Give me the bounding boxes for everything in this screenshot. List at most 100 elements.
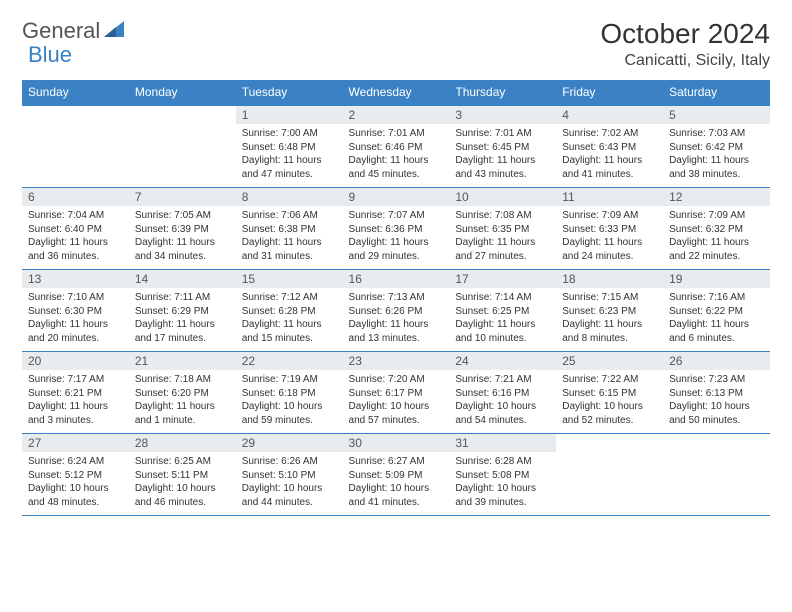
calendar-cell: 1Sunrise: 7:00 AMSunset: 6:48 PMDaylight… (236, 105, 343, 188)
sunset-text: Sunset: 6:20 PM (135, 387, 230, 401)
calendar-cell: 28Sunrise: 6:25 AMSunset: 5:11 PMDayligh… (129, 434, 236, 516)
day-number: 18 (556, 270, 663, 288)
sunset-text: Sunset: 6:13 PM (669, 387, 764, 401)
day-number: 13 (22, 270, 129, 288)
sunset-text: Sunset: 6:15 PM (562, 387, 657, 401)
day-number: 2 (343, 106, 450, 124)
daylight-text: Daylight: 11 hours and 41 minutes. (562, 154, 657, 181)
sunrise-text: Sunrise: 6:25 AM (135, 455, 230, 469)
day-number: 25 (556, 352, 663, 370)
day-number: 30 (343, 434, 450, 452)
sunrise-text: Sunrise: 7:01 AM (455, 127, 550, 141)
daylight-text: Daylight: 10 hours and 57 minutes. (349, 400, 444, 427)
sunset-text: Sunset: 6:40 PM (28, 223, 123, 237)
calendar-cell: 2Sunrise: 7:01 AMSunset: 6:46 PMDaylight… (343, 105, 450, 188)
day-header: Tuesday (236, 80, 343, 105)
calendar-cell: 30Sunrise: 6:27 AMSunset: 5:09 PMDayligh… (343, 434, 450, 516)
daylight-text: Daylight: 11 hours and 34 minutes. (135, 236, 230, 263)
day-number: 12 (663, 188, 770, 206)
sunset-text: Sunset: 6:30 PM (28, 305, 123, 319)
day-content: Sunrise: 6:24 AMSunset: 5:12 PMDaylight:… (22, 452, 129, 515)
month-title: October 2024 (600, 18, 770, 50)
sunset-text: Sunset: 6:36 PM (349, 223, 444, 237)
calendar-cell: 14Sunrise: 7:11 AMSunset: 6:29 PMDayligh… (129, 270, 236, 352)
day-number: 27 (22, 434, 129, 452)
daylight-text: Daylight: 10 hours and 50 minutes. (669, 400, 764, 427)
day-number: 8 (236, 188, 343, 206)
daylight-text: Daylight: 11 hours and 45 minutes. (349, 154, 444, 181)
day-number: 19 (663, 270, 770, 288)
daylight-text: Daylight: 11 hours and 29 minutes. (349, 236, 444, 263)
daylight-text: Daylight: 10 hours and 46 minutes. (135, 482, 230, 509)
calendar-cell: 6Sunrise: 7:04 AMSunset: 6:40 PMDaylight… (22, 188, 129, 270)
sunrise-text: Sunrise: 6:27 AM (349, 455, 444, 469)
daylight-text: Daylight: 11 hours and 36 minutes. (28, 236, 123, 263)
calendar-cell: . (22, 105, 129, 188)
day-number: 1 (236, 106, 343, 124)
day-header: Wednesday (343, 80, 450, 105)
sunrise-text: Sunrise: 6:26 AM (242, 455, 337, 469)
daylight-text: Daylight: 11 hours and 47 minutes. (242, 154, 337, 181)
daylight-text: Daylight: 11 hours and 20 minutes. (28, 318, 123, 345)
sunrise-text: Sunrise: 7:16 AM (669, 291, 764, 305)
calendar-cell: 13Sunrise: 7:10 AMSunset: 6:30 PMDayligh… (22, 270, 129, 352)
logo-triangle-icon (104, 21, 124, 42)
day-number: 15 (236, 270, 343, 288)
calendar-cell: 26Sunrise: 7:23 AMSunset: 6:13 PMDayligh… (663, 352, 770, 434)
day-number: 3 (449, 106, 556, 124)
day-content: Sunrise: 7:14 AMSunset: 6:25 PMDaylight:… (449, 288, 556, 351)
daylight-text: Daylight: 10 hours and 48 minutes. (28, 482, 123, 509)
sunset-text: Sunset: 5:10 PM (242, 469, 337, 483)
calendar-cell: 10Sunrise: 7:08 AMSunset: 6:35 PMDayligh… (449, 188, 556, 270)
calendar-cell: 8Sunrise: 7:06 AMSunset: 6:38 PMDaylight… (236, 188, 343, 270)
sunrise-text: Sunrise: 7:07 AM (349, 209, 444, 223)
sunset-text: Sunset: 6:28 PM (242, 305, 337, 319)
sunrise-text: Sunrise: 7:19 AM (242, 373, 337, 387)
day-number: 10 (449, 188, 556, 206)
sunset-text: Sunset: 6:45 PM (455, 141, 550, 155)
sunrise-text: Sunrise: 7:09 AM (669, 209, 764, 223)
calendar-cell: 3Sunrise: 7:01 AMSunset: 6:45 PMDaylight… (449, 105, 556, 188)
calendar-table: SundayMondayTuesdayWednesdayThursdayFrid… (22, 80, 770, 516)
day-header: Thursday (449, 80, 556, 105)
daylight-text: Daylight: 10 hours and 41 minutes. (349, 482, 444, 509)
calendar-cell: 25Sunrise: 7:22 AMSunset: 6:15 PMDayligh… (556, 352, 663, 434)
sunset-text: Sunset: 6:25 PM (455, 305, 550, 319)
day-content: Sunrise: 7:06 AMSunset: 6:38 PMDaylight:… (236, 206, 343, 269)
day-content: Sunrise: 7:22 AMSunset: 6:15 PMDaylight:… (556, 370, 663, 433)
calendar-cell: 18Sunrise: 7:15 AMSunset: 6:23 PMDayligh… (556, 270, 663, 352)
sunrise-text: Sunrise: 7:03 AM (669, 127, 764, 141)
daylight-text: Daylight: 11 hours and 1 minute. (135, 400, 230, 427)
calendar-cell: 7Sunrise: 7:05 AMSunset: 6:39 PMDaylight… (129, 188, 236, 270)
day-content: Sunrise: 7:03 AMSunset: 6:42 PMDaylight:… (663, 124, 770, 187)
calendar-cell: 11Sunrise: 7:09 AMSunset: 6:33 PMDayligh… (556, 188, 663, 270)
sunset-text: Sunset: 6:43 PM (562, 141, 657, 155)
day-number: 4 (556, 106, 663, 124)
calendar-cell: 29Sunrise: 6:26 AMSunset: 5:10 PMDayligh… (236, 434, 343, 516)
calendar-week: 20Sunrise: 7:17 AMSunset: 6:21 PMDayligh… (22, 352, 770, 434)
day-content: Sunrise: 7:09 AMSunset: 6:32 PMDaylight:… (663, 206, 770, 269)
day-content: Sunrise: 7:19 AMSunset: 6:18 PMDaylight:… (236, 370, 343, 433)
calendar-cell: 12Sunrise: 7:09 AMSunset: 6:32 PMDayligh… (663, 188, 770, 270)
day-number: 16 (343, 270, 450, 288)
sunrise-text: Sunrise: 7:21 AM (455, 373, 550, 387)
sunrise-text: Sunrise: 7:18 AM (135, 373, 230, 387)
daylight-text: Daylight: 10 hours and 39 minutes. (455, 482, 550, 509)
day-content: Sunrise: 7:16 AMSunset: 6:22 PMDaylight:… (663, 288, 770, 351)
daylight-text: Daylight: 11 hours and 8 minutes. (562, 318, 657, 345)
daylight-text: Daylight: 10 hours and 52 minutes. (562, 400, 657, 427)
sunset-text: Sunset: 6:48 PM (242, 141, 337, 155)
day-content: Sunrise: 7:00 AMSunset: 6:48 PMDaylight:… (236, 124, 343, 187)
day-content: Sunrise: 7:08 AMSunset: 6:35 PMDaylight:… (449, 206, 556, 269)
daylight-text: Daylight: 11 hours and 38 minutes. (669, 154, 764, 181)
day-content: Sunrise: 7:02 AMSunset: 6:43 PMDaylight:… (556, 124, 663, 187)
location: Canicatti, Sicily, Italy (600, 52, 770, 70)
day-content: Sunrise: 7:09 AMSunset: 6:33 PMDaylight:… (556, 206, 663, 269)
sunrise-text: Sunrise: 7:00 AM (242, 127, 337, 141)
day-number: 11 (556, 188, 663, 206)
day-number: 28 (129, 434, 236, 452)
sunset-text: Sunset: 6:35 PM (455, 223, 550, 237)
day-content: Sunrise: 7:04 AMSunset: 6:40 PMDaylight:… (22, 206, 129, 269)
day-content: Sunrise: 7:20 AMSunset: 6:17 PMDaylight:… (343, 370, 450, 433)
day-header: Sunday (22, 80, 129, 105)
